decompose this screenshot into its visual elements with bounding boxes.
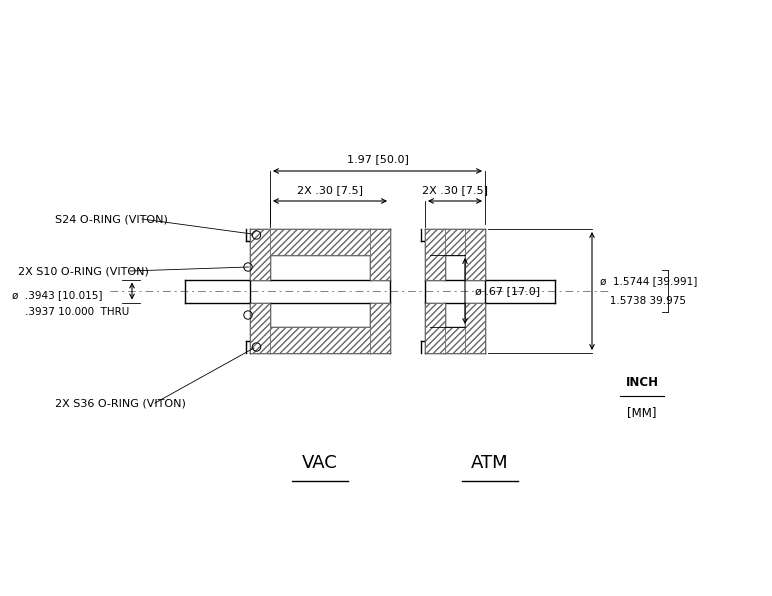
Polygon shape: [250, 229, 270, 280]
Polygon shape: [425, 303, 445, 353]
Text: S24 O-RING (VITON): S24 O-RING (VITON): [55, 214, 168, 224]
Text: 2X S10 O-RING (VITON): 2X S10 O-RING (VITON): [18, 266, 149, 276]
Polygon shape: [465, 303, 485, 353]
Text: ø  .3943 [10.015]: ø .3943 [10.015]: [12, 290, 103, 300]
Polygon shape: [370, 229, 390, 280]
Polygon shape: [370, 303, 390, 353]
Polygon shape: [425, 229, 445, 280]
Polygon shape: [445, 229, 465, 255]
Text: ø  1.5744 [39.991]: ø 1.5744 [39.991]: [600, 276, 697, 286]
Text: 2X .30 [7.5]: 2X .30 [7.5]: [422, 185, 488, 195]
Text: ATM: ATM: [471, 454, 509, 472]
Polygon shape: [465, 229, 485, 280]
Text: 2X S36 O-RING (VITON): 2X S36 O-RING (VITON): [55, 398, 186, 408]
Text: .3937 10.000  THRU: .3937 10.000 THRU: [12, 307, 129, 317]
Polygon shape: [270, 229, 370, 255]
Text: INCH: INCH: [625, 377, 659, 390]
Text: 2X .30 [7.5]: 2X .30 [7.5]: [297, 185, 363, 195]
Text: ø .67 [17.0]: ø .67 [17.0]: [475, 286, 540, 296]
Text: 1.97 [50.0]: 1.97 [50.0]: [347, 154, 408, 164]
Text: 1.5738 39.975: 1.5738 39.975: [600, 296, 686, 306]
Text: [MM]: [MM]: [628, 406, 657, 420]
Polygon shape: [250, 303, 270, 353]
Text: VAC: VAC: [302, 454, 338, 472]
Polygon shape: [445, 327, 465, 353]
Polygon shape: [270, 327, 370, 353]
